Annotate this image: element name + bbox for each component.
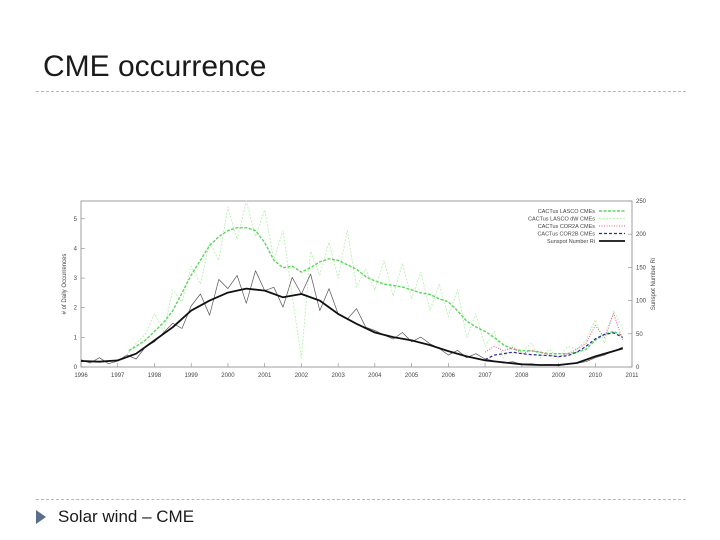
y2-tick-label: 250: [636, 199, 647, 205]
x-tick-label: 2008: [515, 373, 529, 379]
y-tick-label: 5: [74, 217, 78, 223]
x-tick-label: 2001: [258, 373, 272, 379]
y-tick-label: 2: [74, 306, 78, 312]
legend-label: CACTus LASCO CMEs: [538, 209, 596, 215]
x-tick-label: 1997: [111, 373, 125, 379]
x-tick-label: 2010: [589, 373, 603, 379]
legend-label: CACTus COR2A CMEs: [538, 224, 596, 230]
x-tick-label: 2007: [478, 373, 492, 379]
series-line-4: [80, 287, 624, 366]
y2-tick-label: 50: [636, 332, 643, 338]
slide-title: CME occurrence: [43, 50, 267, 83]
tick-layer: [80, 200, 633, 368]
y2-tick-label: 100: [636, 299, 647, 305]
legend-label: CACTus LASCO dW CMEs: [528, 217, 595, 223]
bullet-text: Solar wind – CME: [58, 507, 195, 526]
x-tick-label: 2006: [442, 373, 456, 379]
x-tick-label: 2004: [368, 373, 382, 379]
y2-tick-label: 150: [636, 265, 647, 271]
y-axis-label: # of Daily Occurrences: [62, 254, 68, 315]
y2-tick-label: 200: [636, 232, 647, 238]
x-tick-label: 2005: [405, 373, 419, 379]
y-tick-label: 0: [74, 365, 78, 371]
title-divider: [36, 91, 686, 92]
x-tick-label: 2011: [626, 373, 640, 379]
triangle-bullet-icon: [36, 510, 46, 524]
series-line-3: [484, 332, 624, 361]
x-tick-label: 2003: [331, 373, 345, 379]
plot-frame: [80, 200, 633, 368]
series-layer: [80, 200, 624, 367]
legend-label: Sunspot Number Ri: [547, 239, 595, 245]
x-tick-label: 1996: [74, 373, 88, 379]
x-tick-label: 1999: [185, 373, 199, 379]
footer-divider: [36, 499, 686, 500]
y-tick-label: 4: [74, 246, 78, 252]
tick-labels-layer: 1996 1997 1998 1999 2000 2001 2002 2003 2004 2005…: [74, 199, 647, 379]
x-tick-label: 2000: [221, 373, 235, 379]
x-tick-label: 1998: [148, 373, 162, 379]
bullet-item: Solar wind – CME: [36, 506, 194, 528]
y2-tick-label: 0: [636, 365, 640, 371]
y2-axis-label: Sunspot Number Ri: [651, 258, 657, 310]
y-tick-label: 3: [74, 276, 78, 282]
x-tick-label: 2002: [295, 373, 309, 379]
legend-label: CACTus COR2B CMEs: [537, 232, 595, 238]
series-line-2: [484, 313, 624, 358]
x-tick-label: 2009: [552, 373, 566, 379]
y-tick-label: 1: [74, 335, 78, 341]
series-line-1: [117, 200, 624, 362]
